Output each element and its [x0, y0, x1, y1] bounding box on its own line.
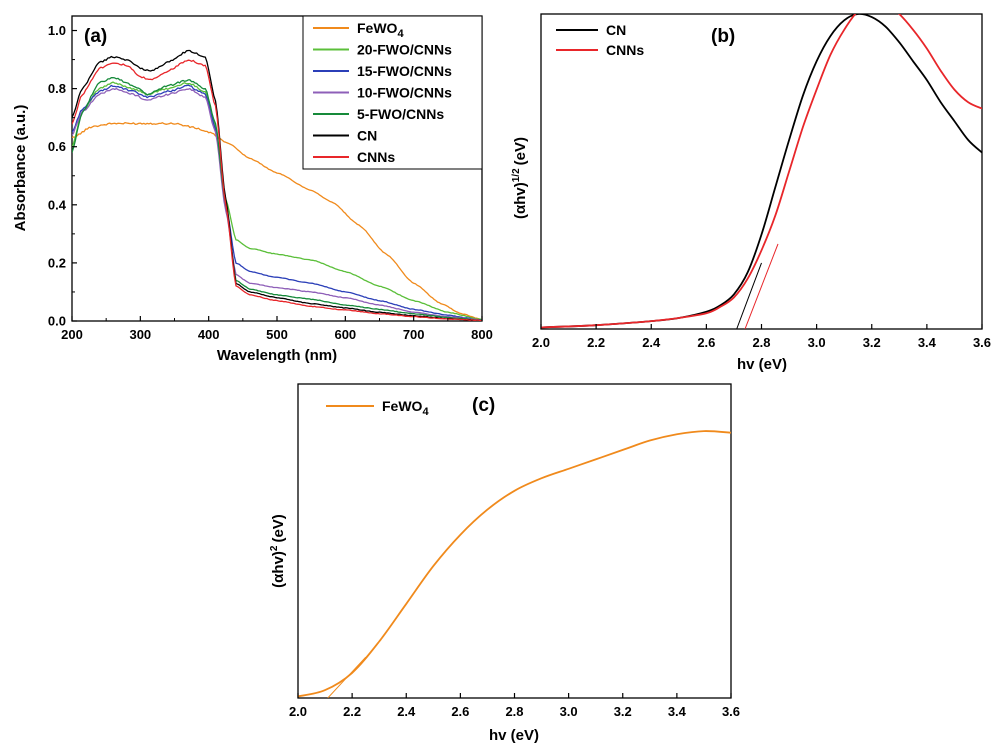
panel-a-x-ticks: 200 300 400 500 600 700 800	[61, 316, 493, 342]
panel-b-x-tick-label: 3.2	[863, 335, 881, 350]
panel-c-y-axis-title-base: (αhv)	[270, 551, 287, 588]
panel-b-x-tick-label: 2.6	[697, 335, 715, 350]
panel-a-series-cn-line	[72, 49, 482, 321]
panel-b-x-tick-label: 2.2	[587, 335, 605, 350]
panel-c-x-tick-label: 3.4	[668, 704, 687, 719]
panel-c-x-ticks: 2.0 2.2 2.4 2.6 2.8 3.0 3.2 3.4 3.6	[289, 693, 740, 719]
panel-a-legend-label-15-fwo-cnns: 15-FWO/CNNs	[357, 63, 452, 79]
panel-a-legend-label-20-fwo-cnns: 20-FWO/CNNs	[357, 42, 452, 58]
panel-b-x-ticks: 2.0 2.2 2.4 2.6 2.8 3.0 3.2 3.4 3.6	[532, 324, 991, 350]
panel-c-y-axis-title: (αhv)2 (eV)	[269, 514, 287, 588]
panel-a-series-20-fwo-cnns-line	[72, 81, 482, 321]
panel-b-series-cnns-tangent-line	[744, 243, 779, 329]
panel-a-uv-vis-absorbance: 200 300 400 500 600 700 800 0.0 0.2 0.4 0.6 0.8 1.0…	[12, 15, 493, 364]
panel-c-label: (c)	[472, 395, 495, 416]
panel-a-x-tick-label: 500	[266, 327, 288, 342]
panel-a-y-tick-label: 0.2	[48, 255, 66, 270]
panel-a-y-tick-label: 0.8	[48, 81, 66, 96]
panel-a-y-tick-label: 0.6	[48, 139, 66, 154]
panel-c-x-tick-label: 2.4	[397, 704, 416, 719]
panel-c-legend-entries: FeWO4	[326, 398, 429, 418]
panel-b-series-cn-tangent-line	[736, 262, 762, 329]
panel-b-legend-entries: CN CNNs	[556, 22, 644, 58]
panel-c-plot-frame	[297, 383, 732, 699]
panel-c-x-axis-title: hv (eV)	[489, 727, 539, 744]
panel-a-legend-label-cn: CN	[357, 128, 377, 144]
panel-a-series-10-fwo-cnns-line	[72, 87, 482, 321]
panel-a-label: (a)	[84, 26, 107, 47]
panel-b-x-tick-label: 3.0	[808, 335, 826, 350]
panel-a-legend-label-fewo: FeWO4	[357, 20, 404, 40]
panel-b-y-axis-title-base: (αhv)	[512, 182, 529, 219]
panel-c-tauc-plot-fewo4: 2.0 2.2 2.4 2.6 2.8 3.0 3.2 3.4 3.6 (c) hv (eV) …	[269, 383, 740, 744]
panel-c-legend: FeWO4	[326, 398, 429, 418]
panel-c-x-tick-label: 2.2	[343, 704, 361, 719]
panel-a-legend: FeWO4 20-FWO/CNNs 15-FWO/CNNs 10-FWO/CNNs 5-…	[302, 15, 483, 170]
panel-b-legend-label-cnns: CNNs	[606, 42, 644, 58]
panel-b-x-tick-label: 2.4	[642, 335, 661, 350]
panel-a-series-lines	[72, 49, 482, 321]
panel-c-x-tick-label: 3.2	[614, 704, 632, 719]
panel-b-x-axis-title: hv (eV)	[737, 356, 787, 373]
panel-a-x-tick-label: 700	[403, 327, 425, 342]
panel-c-x-tick-label: 2.6	[451, 704, 469, 719]
panel-b-y-axis-title-sup: 1/2	[511, 168, 522, 182]
panel-a-y-tick-label: 1.0	[48, 23, 66, 38]
panel-c-legend-label-fewo: FeWO4	[382, 398, 429, 418]
panel-a-legend-label-subscript: 4	[397, 28, 404, 40]
panel-c-y-axis-title-sup: 2	[269, 545, 280, 551]
panel-a-series-5-fwo-cnns-line	[72, 76, 482, 321]
panel-b-series-cn-line	[541, 14, 982, 329]
panel-c-series-lines	[298, 430, 731, 698]
panel-b-x-tick-label: 3.4	[918, 335, 937, 350]
panel-b-y-axis-title-unit: (eV)	[512, 137, 529, 165]
panel-a-y-ticks: 0.0 0.2 0.4 0.6 0.8 1.0	[48, 23, 77, 329]
panel-b-plot-frame	[540, 13, 983, 330]
panel-c-x-tick-label: 2.0	[289, 704, 307, 719]
panel-b-legend: CN CNNs	[556, 22, 644, 58]
panel-c-x-tick-label: 3.6	[722, 704, 740, 719]
panel-a-y-axis-title: Absorbance (a.u.)	[12, 105, 29, 232]
panel-c-x-tick-label: 3.0	[560, 704, 578, 719]
panel-a-x-tick-label: 200	[61, 327, 83, 342]
panel-a-y-tick-label: 0.4	[48, 197, 67, 212]
panel-c-series-fewo4-tangent-line	[327, 656, 367, 698]
panel-a-series-15-fwo-cnns-line	[72, 84, 482, 321]
panel-a-x-tick-label: 800	[471, 327, 493, 342]
panel-c-legend-label-subscript: 4	[422, 406, 429, 418]
panel-a-legend-label-5-fwo-cnns: 5-FWO/CNNs	[357, 106, 444, 122]
panel-a-x-tick-label: 600	[334, 327, 356, 342]
panel-b-series-cnns-line	[541, 14, 982, 329]
panel-a-legend-label-10-fwo-cnns: 10-FWO/CNNs	[357, 85, 452, 101]
panel-a-legend-label-cnns: CNNs	[357, 149, 395, 165]
panel-b-y-axis-title: (αhv)1/2 (eV)	[511, 137, 529, 219]
panel-b-label: (b)	[711, 26, 735, 47]
panel-b-tauc-plot-cn-cnns: 2.0 2.2 2.4 2.6 2.8 3.0 3.2 3.4 3.6 (b) hv (eV) …	[511, 13, 991, 373]
panel-b-x-tick-label: 2.0	[532, 335, 550, 350]
panel-c-y-axis-title-unit: (eV)	[270, 514, 287, 542]
panel-a-x-tick-label: 400	[198, 327, 220, 342]
panel-a-y-tick-label: 0.0	[48, 314, 66, 329]
panel-b-legend-label-cn: CN	[606, 22, 626, 38]
panel-b-x-tick-label: 2.8	[752, 335, 770, 350]
panel-b-x-tick-label: 3.6	[973, 335, 991, 350]
panel-c-series-fewo-line	[298, 430, 731, 698]
panel-b-series-lines	[541, 14, 982, 329]
panel-a-x-tick-label: 300	[129, 327, 151, 342]
panel-a-legend-entries: FeWO4 20-FWO/CNNs 15-FWO/CNNs 10-FWO/CNNs 5-…	[313, 20, 452, 165]
panel-c-x-tick-label: 2.8	[505, 704, 523, 719]
panel-a-x-axis-title: Wavelength (nm)	[217, 347, 337, 364]
panel-a-series-fewo-line	[72, 121, 482, 321]
